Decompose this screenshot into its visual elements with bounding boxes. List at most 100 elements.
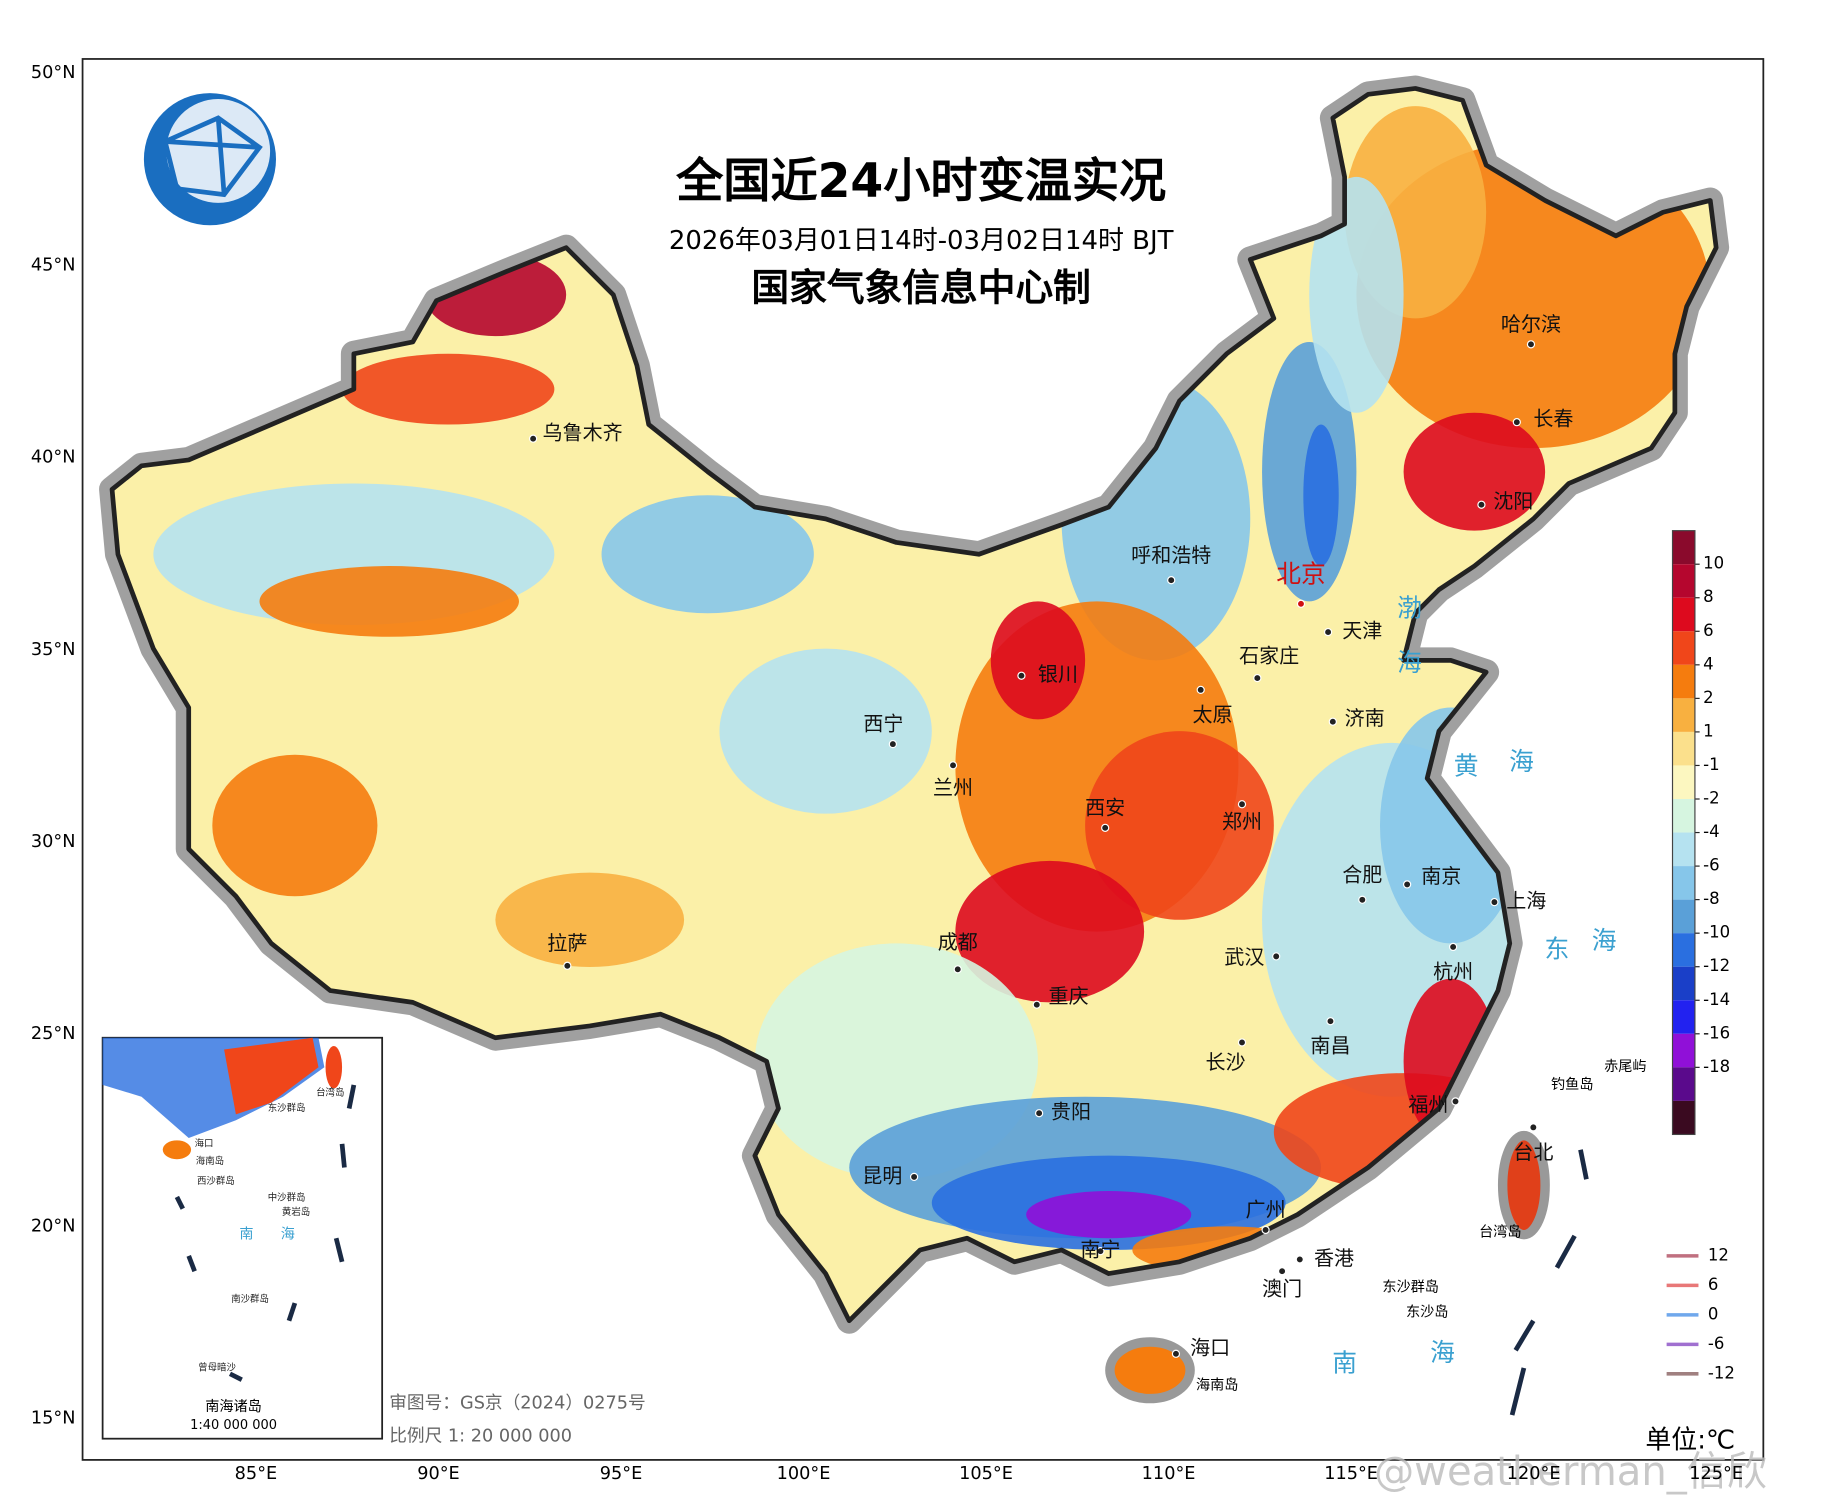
colorbar-segment: [1672, 1000, 1695, 1034]
city-label: 石家庄: [1239, 643, 1299, 667]
lat-label: 35°N: [31, 640, 76, 660]
city-label: 太原: [1192, 702, 1232, 726]
city-dot: [1167, 576, 1176, 585]
city-label: 广州: [1246, 1198, 1286, 1222]
inset-coast-warm: [224, 1037, 319, 1115]
city-dot: [1326, 1017, 1335, 1026]
contour-label: 12: [1708, 1245, 1729, 1264]
colorbar-segment: [1672, 664, 1695, 699]
inset-label: 黄岩岛: [282, 1206, 310, 1218]
city-label: 上海: [1506, 889, 1546, 913]
city-dot: [1253, 673, 1262, 683]
island-label: 台湾岛: [1479, 1223, 1521, 1240]
colorbar-frame: [1671, 530, 1696, 1136]
city-label: 武汉: [1224, 945, 1264, 969]
island-label: 海南岛: [1196, 1378, 1238, 1394]
temperature-area: [259, 566, 519, 637]
colorbar-segment: [1672, 597, 1695, 632]
city-dot: [888, 739, 897, 749]
contour-label: -12: [1708, 1363, 1735, 1382]
city-label: 乌鲁木齐: [543, 420, 623, 444]
scale: 比例尺 1: 20 000 000: [389, 1425, 572, 1446]
island-label: 东沙群岛: [1382, 1280, 1439, 1296]
colorbar-label: 2: [1703, 688, 1714, 707]
temperature-area: [1403, 412, 1546, 531]
temperature-area: [495, 872, 685, 967]
city-label: 杭州: [1433, 959, 1473, 983]
city-dot: [1171, 1349, 1181, 1358]
lon-label: 90°E: [417, 1464, 460, 1484]
colorbar-label: -14: [1703, 990, 1730, 1009]
colorbar-label: 6: [1703, 621, 1714, 640]
temperature-area: [342, 353, 555, 425]
city-label: 西安: [1085, 795, 1125, 819]
city-label: 长春: [1533, 406, 1573, 430]
colorbar-segment: [1672, 966, 1695, 1001]
colorbar-label: -2: [1703, 789, 1719, 808]
city-label: 济南: [1345, 706, 1385, 730]
city-dot: [1272, 952, 1281, 961]
lon-label: 100°E: [777, 1464, 831, 1484]
colorbar-segment: [1672, 530, 1695, 565]
lat-label: 50°N: [31, 63, 76, 83]
city-label: 成都: [938, 930, 978, 954]
colorbar-label: -8: [1703, 889, 1719, 908]
inset-label: 海: [281, 1227, 295, 1243]
temperature-area: [1309, 176, 1404, 413]
title: 全国近24小时变温实况: [675, 154, 1166, 209]
colorbar-segment: [1672, 631, 1695, 665]
temperature-area: [1303, 424, 1339, 567]
colorbar-label: -6: [1703, 856, 1719, 875]
colorbar-segment: [1672, 731, 1695, 766]
city-dot: [1512, 418, 1521, 427]
city-label: 沈阳: [1493, 489, 1533, 513]
city-label: 哈尔滨: [1501, 312, 1561, 336]
boundary-dash: [1554, 1234, 1577, 1269]
colorbar-label: -12: [1703, 956, 1730, 975]
hainan: [1105, 1337, 1195, 1404]
taiwan: [1497, 1130, 1550, 1240]
lon-label: 125°E: [1689, 1464, 1743, 1484]
inset-dash: [174, 1195, 185, 1210]
city-label: 拉萨: [547, 931, 587, 955]
lon-label: 95°E: [600, 1464, 643, 1484]
inset-label: 中沙群岛: [268, 1192, 306, 1204]
city-dot: [529, 434, 538, 443]
subtitle: 2026年03月01日14时-03月02日14时 BJT: [669, 226, 1174, 256]
island-label: 钓鱼岛: [1551, 1076, 1593, 1093]
city-dot: [1035, 1109, 1044, 1118]
city-label: 银川: [1038, 662, 1078, 686]
sea-label: 黄: [1454, 752, 1479, 781]
inset-label: 海南岛: [196, 1155, 224, 1167]
sea-label: 渤: [1397, 594, 1422, 623]
lon-label: 120°E: [1507, 1464, 1561, 1484]
sea-label: 海: [1509, 747, 1534, 776]
city-label: 福州: [1408, 1093, 1448, 1117]
inset-dash: [286, 1302, 298, 1322]
lon-label: 85°E: [235, 1464, 278, 1484]
city-label: 郑州: [1222, 810, 1262, 834]
city-label: 天津: [1342, 619, 1382, 643]
city-dot: [1529, 1123, 1538, 1132]
island-label: 东沙岛: [1406, 1305, 1448, 1321]
temperature-area: [1085, 731, 1274, 920]
lat-label: 40°N: [31, 448, 76, 468]
temperature-area: [990, 601, 1086, 720]
city-dot: [909, 1172, 919, 1182]
city-label: 南京: [1421, 864, 1461, 888]
lon-label: 110°E: [1142, 1464, 1196, 1484]
inset-dash: [333, 1237, 345, 1263]
lat-label: 45°N: [31, 255, 76, 275]
city-dot: [1295, 1255, 1304, 1264]
colorbar-segment: [1672, 933, 1695, 967]
city-label: 台北: [1513, 1140, 1553, 1164]
credit: 国家气象信息中心制: [751, 266, 1091, 310]
colorbar-label: -4: [1703, 822, 1719, 841]
colorbar-segment: [1672, 832, 1695, 867]
colorbar-label: -1: [1703, 755, 1719, 774]
inset-label: 南沙群岛: [231, 1293, 269, 1305]
inset-dash: [346, 1084, 357, 1109]
city-dot: [1490, 897, 1499, 907]
sea-label: 海: [1592, 926, 1617, 955]
